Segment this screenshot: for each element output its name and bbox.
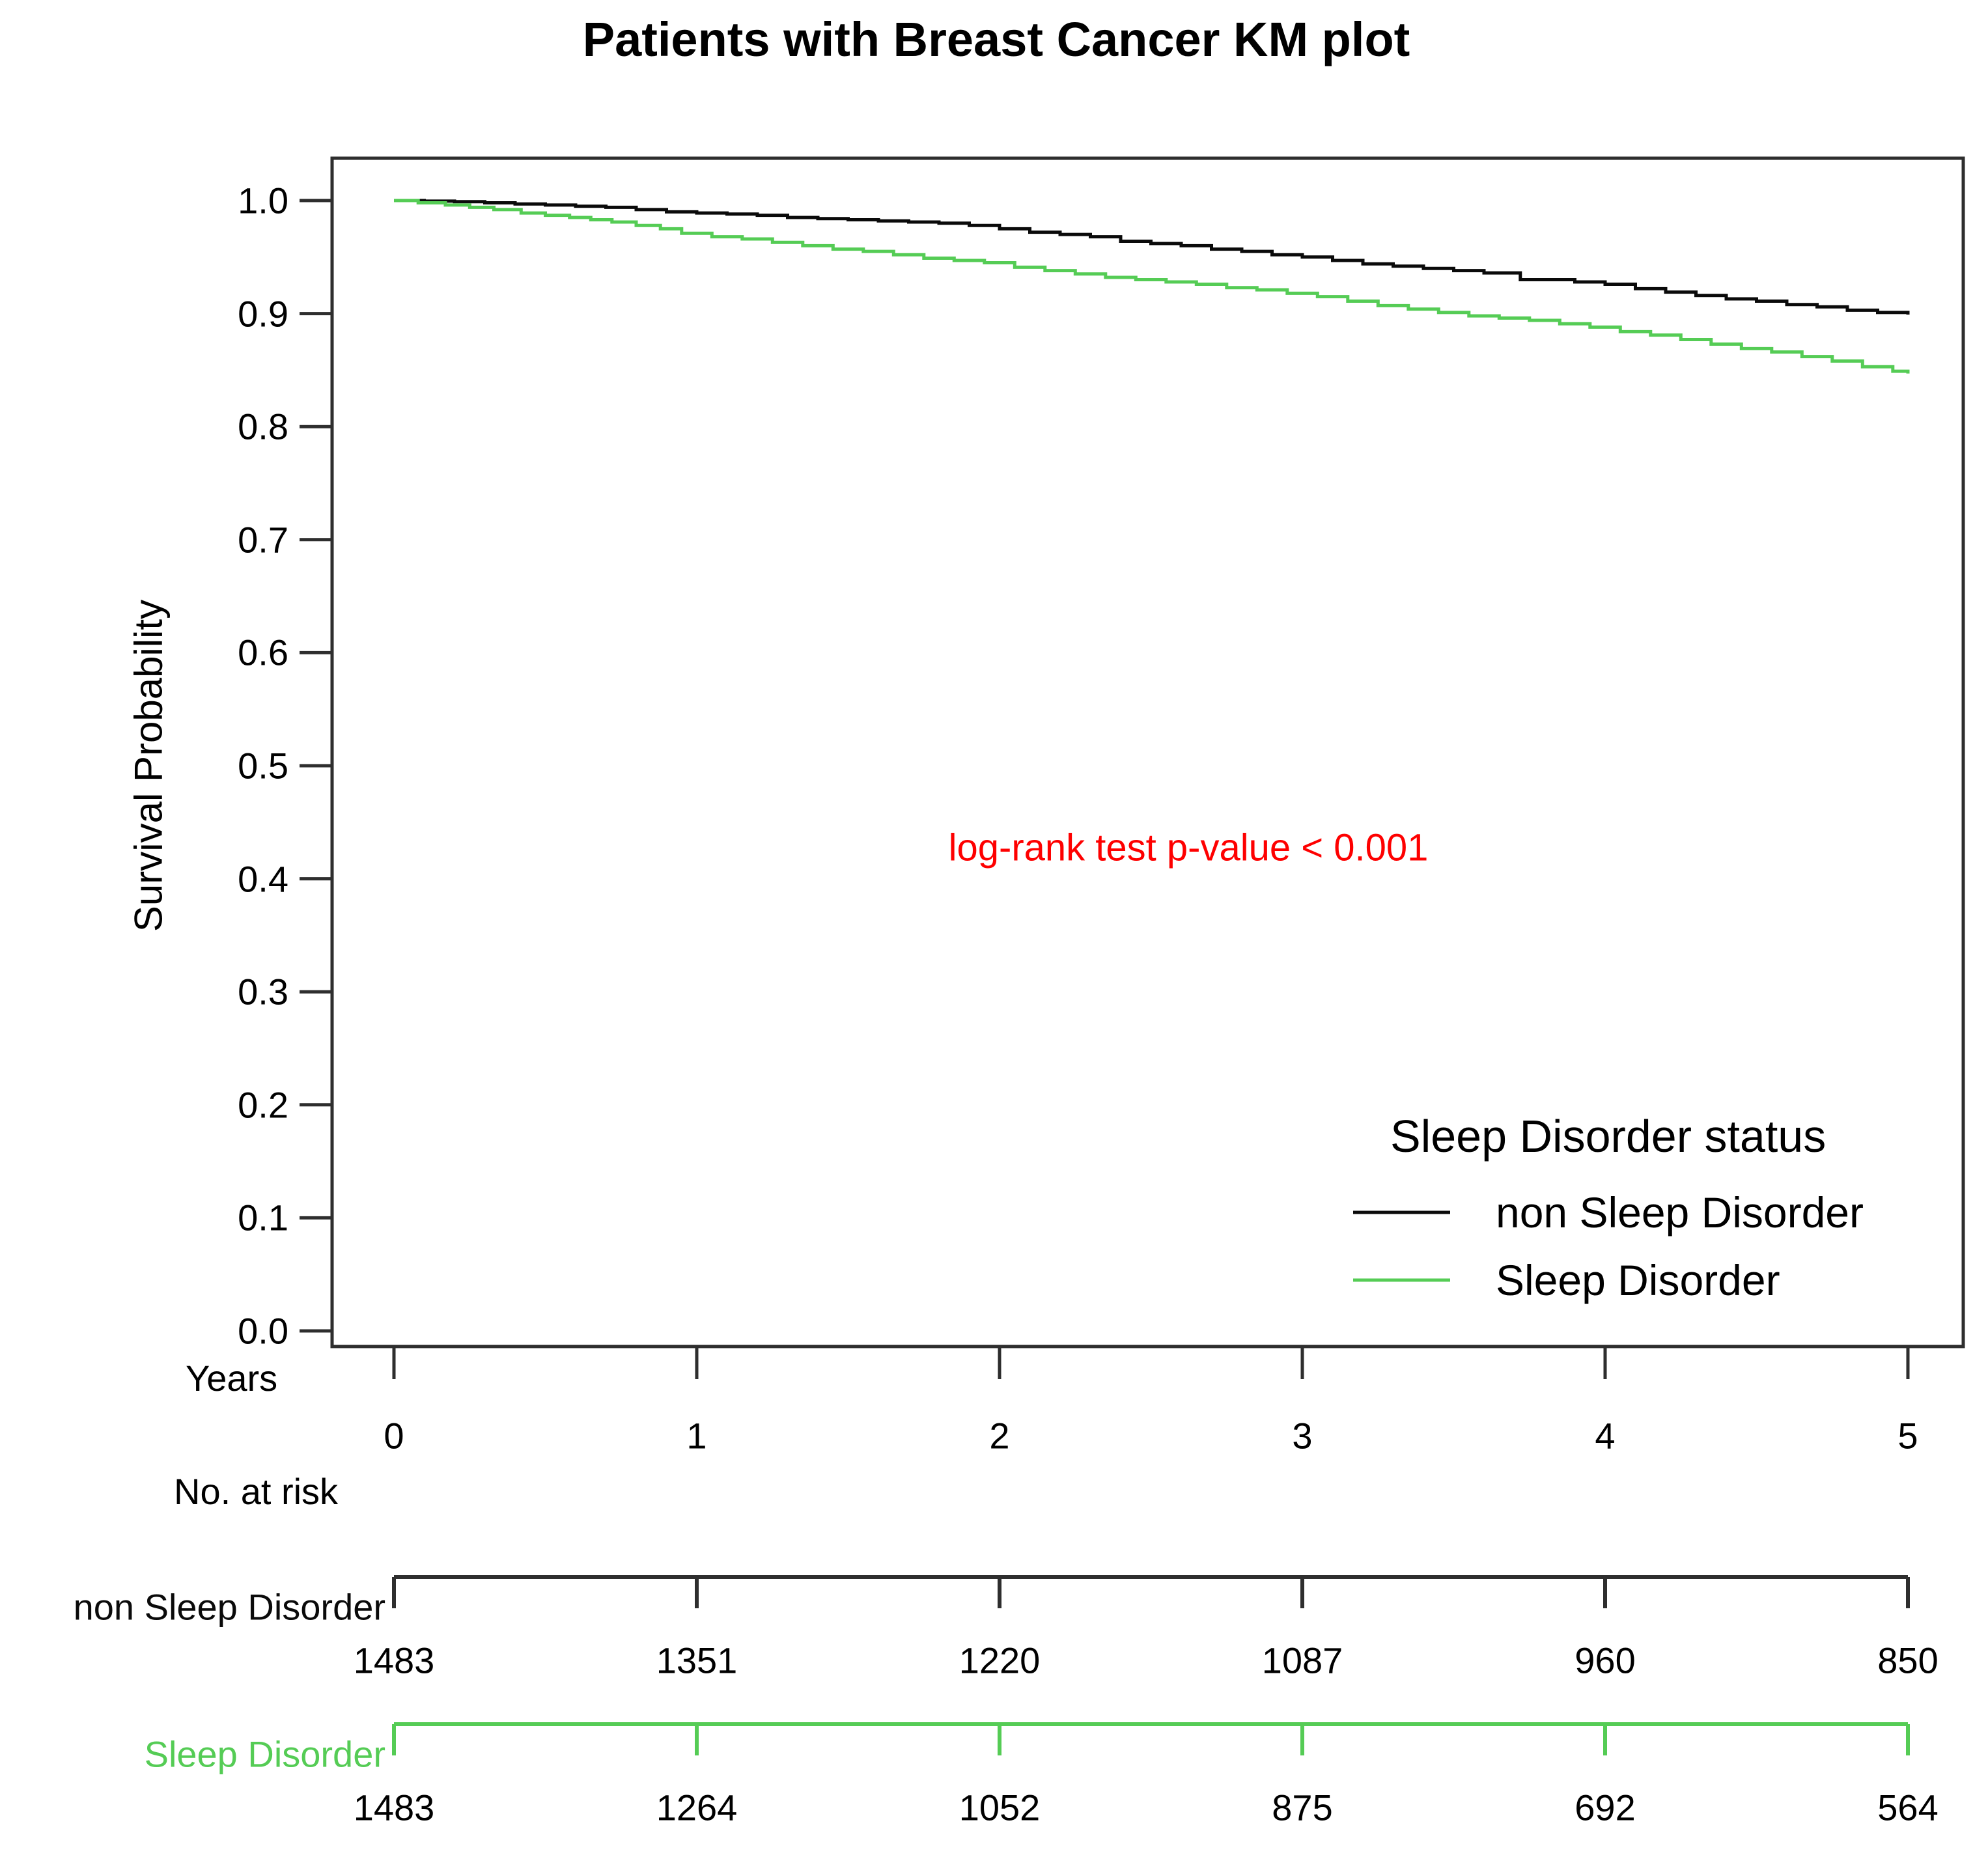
risk-count: 960 [1575, 1640, 1636, 1681]
km-curve-non-sleep-disorder [394, 199, 1910, 315]
y-tick-label: 0.9 [238, 293, 288, 335]
legend-swatches [1353, 1210, 1450, 1282]
risk-count: 850 [1877, 1640, 1939, 1681]
y-axis-label: Survival Probability [126, 599, 171, 932]
risk-count: 1483 [353, 1787, 435, 1828]
risk-count: 1264 [656, 1787, 738, 1828]
x-tick-label: 3 [1292, 1415, 1313, 1457]
x-tick-label: 0 [384, 1415, 404, 1457]
risk-count: 564 [1877, 1787, 1939, 1828]
risk-table-header: No. at risk [174, 1471, 339, 1512]
y-tick-label: 0.8 [238, 406, 288, 447]
x-axis-label: Years [186, 1358, 278, 1399]
x-tick-label: 1 [686, 1415, 707, 1457]
y-tick-label: 0.4 [238, 858, 288, 900]
x-tick-label: 5 [1897, 1415, 1918, 1457]
legend-title: Sleep Disorder status [1390, 1111, 1827, 1162]
km-curve-sleep-disorder [394, 199, 1910, 374]
y-tick-label: 0.5 [238, 745, 288, 787]
risk-row-label: Sleep Disorder [144, 1733, 385, 1775]
risk-count: 1351 [656, 1640, 738, 1681]
survival-curves [394, 199, 1910, 374]
y-tick-label: 0.3 [238, 971, 288, 1012]
risk-count: 1483 [353, 1640, 435, 1681]
y-tick-label: 0.6 [238, 632, 288, 673]
log-rank-annotation: log-rank test p-value < 0.001 [948, 826, 1429, 869]
x-tick-label: 2 [989, 1415, 1010, 1457]
plot-border [330, 156, 1965, 1348]
legend-entry-label: non Sleep Disorder [1496, 1188, 1864, 1236]
y-tick-label: 0.1 [238, 1197, 288, 1238]
risk-count: 875 [1272, 1787, 1333, 1828]
risk-table-axes [392, 1575, 1910, 1755]
y-tick-label: 0.0 [238, 1310, 288, 1352]
y-tick-label: 0.7 [238, 519, 288, 561]
risk-count: 692 [1575, 1787, 1636, 1828]
legend-entry-label: Sleep Disorder [1496, 1256, 1780, 1304]
page-title: Patients with Breast Cancer KM plot [582, 12, 1410, 66]
risk-axis-non-sleep-disorder [392, 1575, 1910, 1608]
y-tick-label: 0.2 [238, 1084, 288, 1126]
risk-count: 1220 [959, 1640, 1041, 1681]
risk-count: 1087 [1261, 1640, 1343, 1681]
x-tick-label: 4 [1595, 1415, 1616, 1457]
axis-ticks [300, 199, 1910, 1379]
risk-count: 1052 [959, 1787, 1041, 1828]
y-tick-label: 1.0 [238, 180, 288, 221]
risk-axis-sleep-disorder [392, 1722, 1910, 1755]
risk-row-label: non Sleep Disorder [73, 1586, 385, 1628]
